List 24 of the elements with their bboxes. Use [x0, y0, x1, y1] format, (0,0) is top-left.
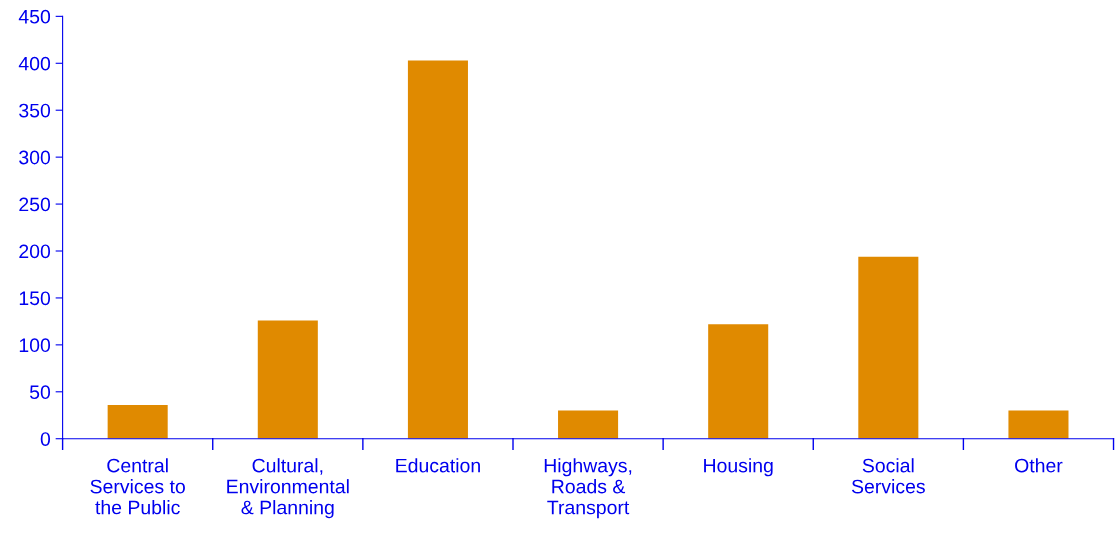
x-tick-label: Cultural, Environmental & Planning: [227, 458, 349, 519]
x-tick-label: Central Services to the Public: [90, 458, 185, 515]
y-tick-label: 200: [19, 244, 51, 259]
x-tick-label: Other: [1015, 458, 1063, 473]
x-tick-label: Housing: [704, 458, 773, 477]
bar: [407, 60, 468, 439]
bar: [257, 320, 318, 439]
y-tick-label: 400: [18, 56, 51, 71]
y-tick-label: 250: [19, 197, 51, 212]
y-tick-label: 300: [19, 150, 51, 165]
y-tick-label: 350: [19, 103, 51, 118]
y-tick-label: 450: [18, 9, 51, 24]
bar: [107, 404, 168, 439]
x-tick-label: Social Services: [851, 458, 925, 494]
x-tick-label: Highways, Roads & Transport: [544, 458, 632, 519]
bar: [558, 410, 619, 439]
y-tick-label: 50: [29, 385, 51, 400]
x-tick-label: Education: [396, 458, 480, 473]
y-tick-label: 100: [19, 338, 51, 353]
bar: [858, 256, 919, 439]
y-tick-label: 0: [40, 432, 51, 446]
y-tick-label: 150: [19, 291, 51, 306]
bar: [708, 324, 769, 439]
bar: [1008, 410, 1069, 439]
